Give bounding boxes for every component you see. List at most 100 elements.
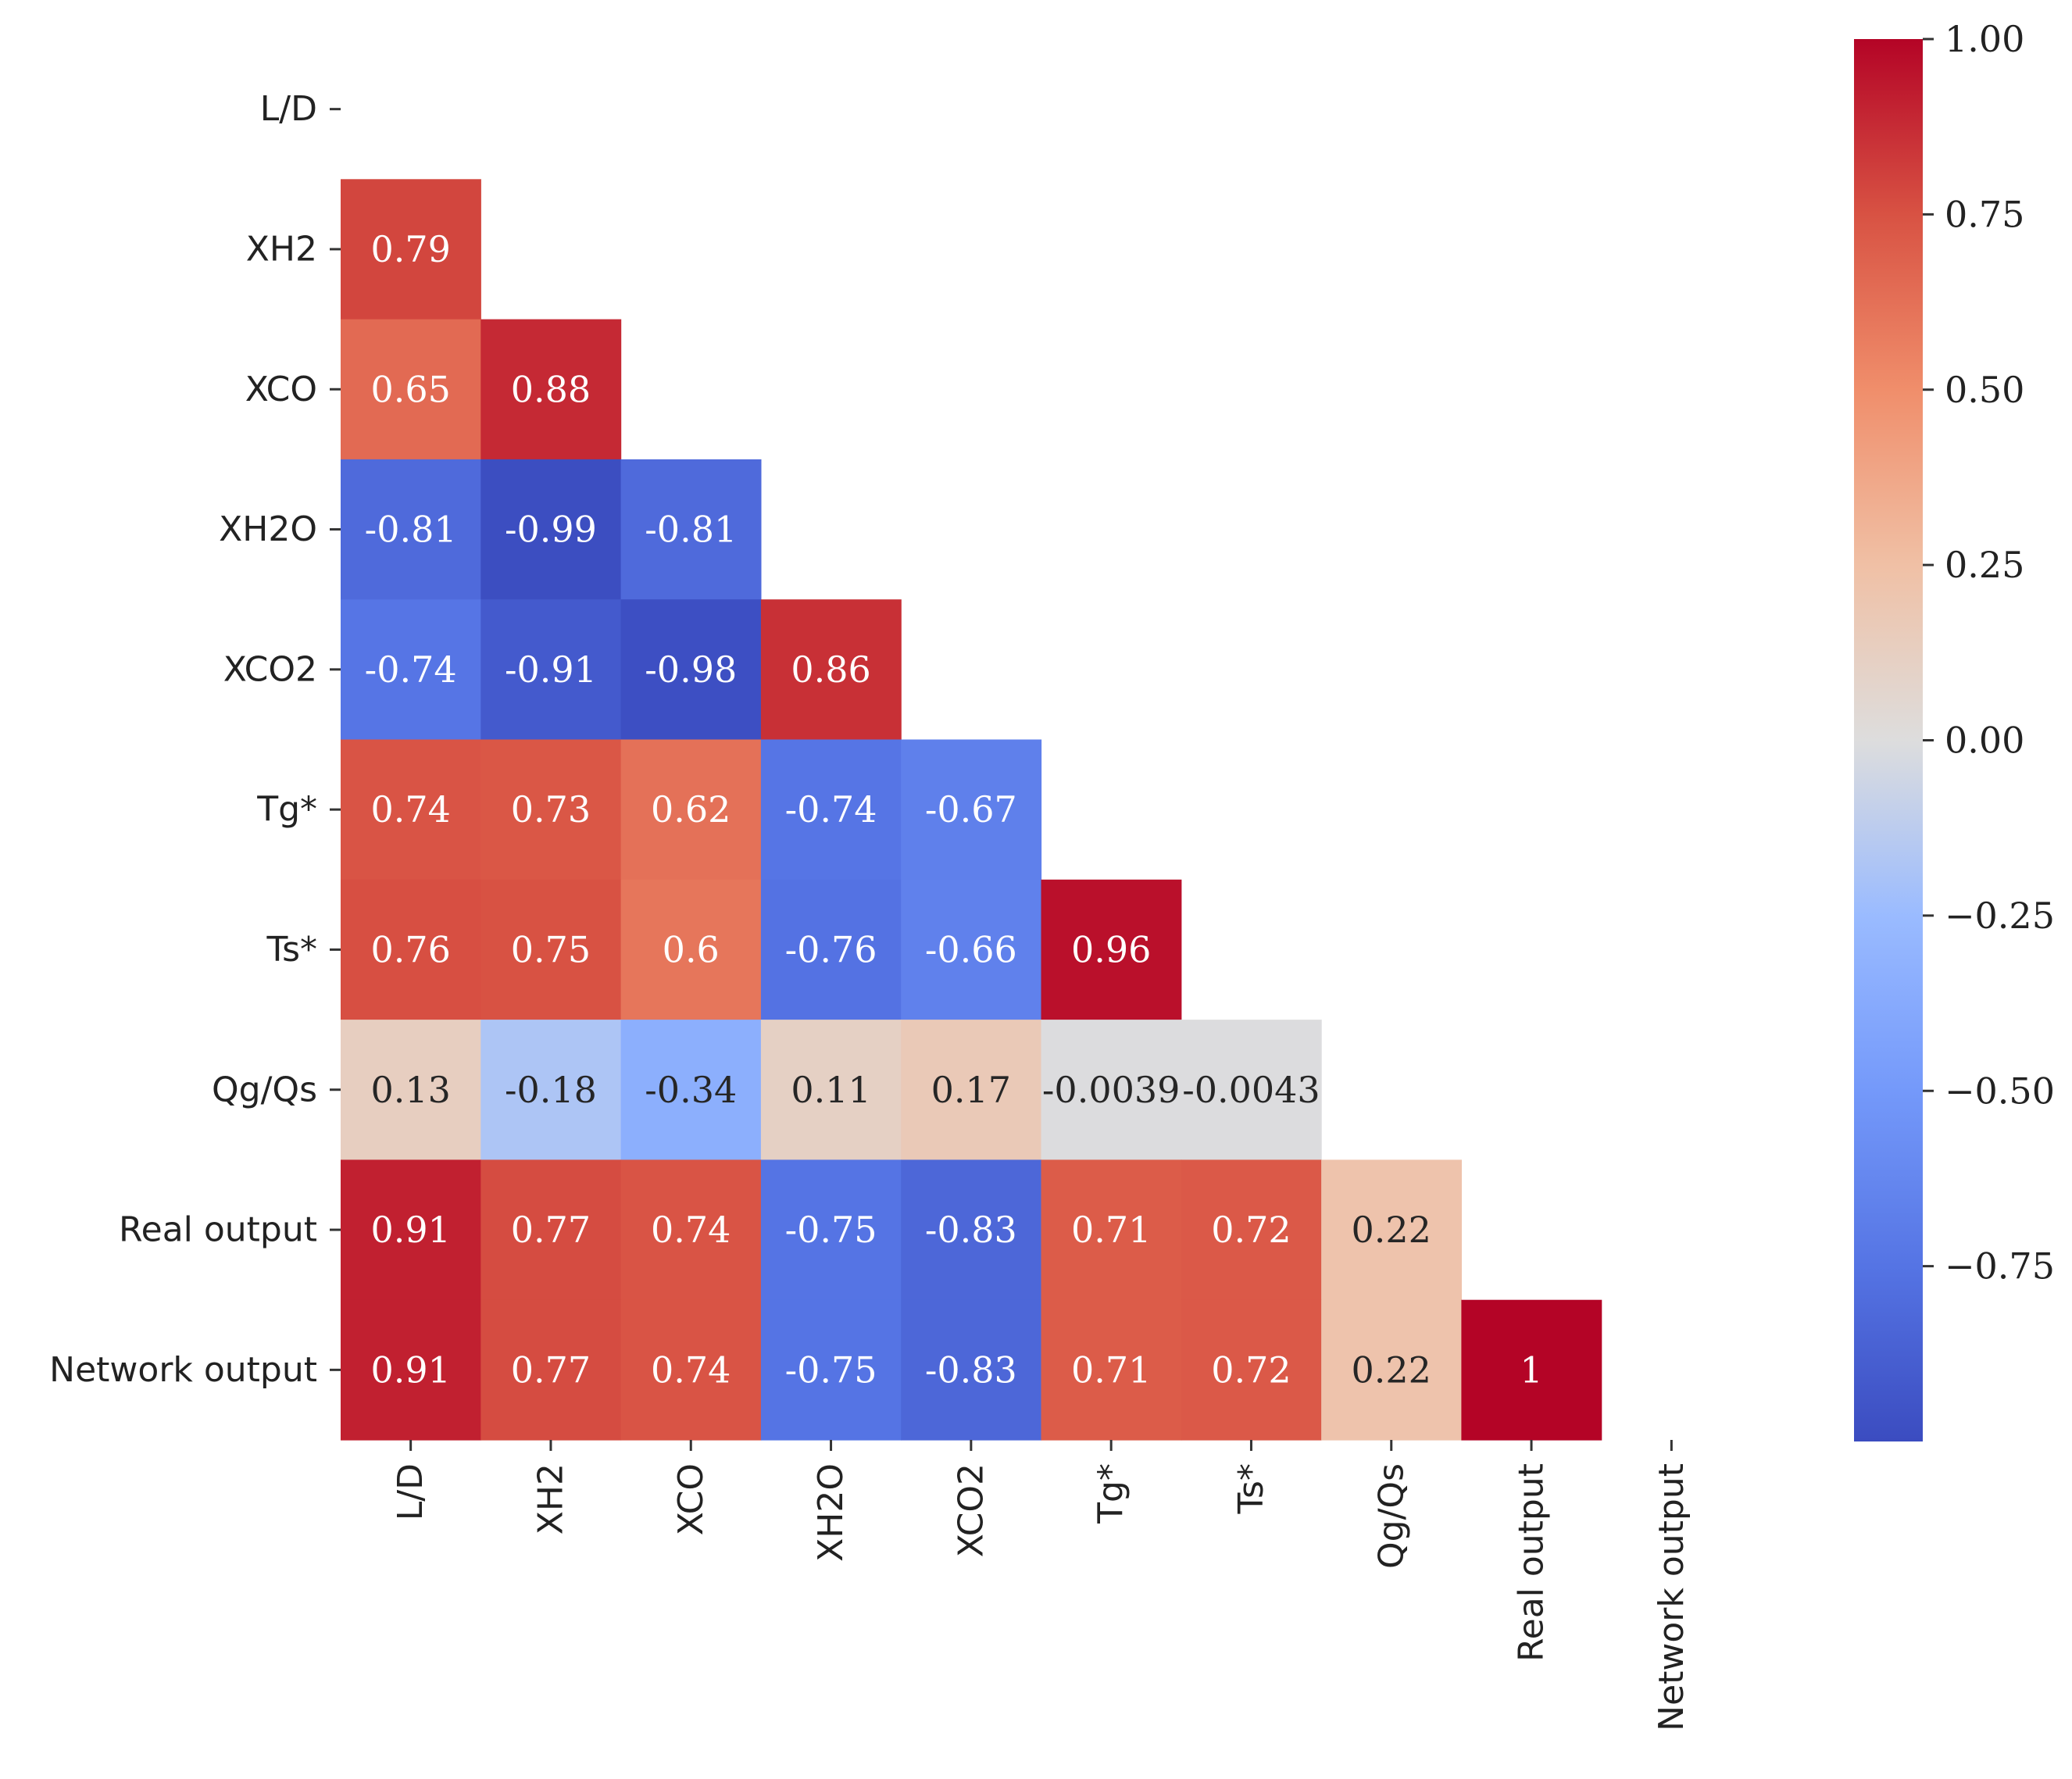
heatmap-cell	[760, 879, 902, 1020]
x-tick-label-xh2: XH2	[531, 1463, 570, 1534]
cell-value-label: -0.99	[505, 509, 597, 551]
cell-value-label: 0.62	[651, 788, 731, 831]
heatmap-cell	[1041, 1299, 1182, 1441]
cell-value-label: 0.88	[511, 368, 591, 410]
cell-value-label: 0.79	[370, 228, 450, 270]
y-tick-label-tg: Tg*	[256, 790, 317, 830]
heatmap-cell	[341, 599, 481, 741]
heatmap-cells	[341, 179, 1602, 1441]
heatmap-cell	[901, 879, 1042, 1020]
y-tick-label-ts: Ts*	[266, 930, 317, 970]
y-tick-label-real-output: Real output	[119, 1210, 317, 1250]
cell-value-label: -0.74	[365, 648, 457, 691]
x-tick-label-tg: Tg*	[1091, 1463, 1131, 1524]
heatmap-cell	[341, 179, 481, 320]
heatmap-cell	[760, 1020, 902, 1160]
cell-value-label: 0.73	[511, 788, 591, 831]
cell-value-label: 0.6	[663, 928, 720, 970]
x-tick-label-ts: Ts*	[1231, 1463, 1271, 1515]
heatmap-cell	[341, 1020, 481, 1160]
cell-value-label: 0.86	[791, 648, 870, 691]
y-tick-label-qg-qs: Qg/Qs	[212, 1070, 317, 1109]
heatmap-cell	[341, 1159, 481, 1301]
cell-value-label: -0.66	[925, 928, 1017, 970]
cell-value-label: -0.67	[925, 788, 1017, 831]
cell-value-label: 0.65	[370, 368, 450, 410]
cell-value-label: -0.75	[785, 1349, 877, 1391]
heatmap-cell	[341, 1299, 481, 1441]
cell-value-label: -0.91	[505, 648, 597, 691]
heatmap-cell	[760, 739, 902, 881]
heatmap-cell	[1041, 1020, 1182, 1160]
heatmap-cell	[480, 459, 622, 600]
cell-value-label: 0.72	[1211, 1349, 1291, 1391]
x-axis: L/D XH2 XCO XH2O XCO2 Tg* Ts* Qg/Qs Real output N…	[391, 1440, 1692, 1731]
x-tick-label-xco: XCO	[671, 1463, 711, 1535]
y-tick-label-xco: XCO	[245, 370, 317, 409]
cell-value-label: 0.17	[931, 1069, 1011, 1111]
heatmap-cell	[1181, 1020, 1322, 1160]
heatmap-cell	[480, 599, 622, 741]
heatmap-cell-values: 0.79 0.65 0.88 -0.81 -0.99 -0.81 -0.74 -0.91 -0.…	[365, 228, 1543, 1391]
cell-value-label: 0.71	[1071, 1349, 1151, 1391]
cell-value-label: -0.83	[925, 1209, 1017, 1251]
cell-value-label: -0.18	[505, 1069, 597, 1111]
cell-value-label: 0.77	[511, 1349, 591, 1391]
x-tick-label-network-output: Network output	[1652, 1463, 1692, 1731]
y-tick-label-xh2: XH2	[246, 229, 317, 269]
heatmap-cell	[480, 319, 622, 460]
cell-value-label: 0.96	[1071, 928, 1151, 970]
cell-value-label: -0.98	[645, 648, 737, 691]
heatmap-cell	[1041, 879, 1182, 1020]
heatmap-cell	[620, 1299, 762, 1441]
y-tick-label-xh2o: XH2O	[219, 509, 317, 549]
cell-value-label: 0.74	[651, 1349, 731, 1391]
cell-value-label: 0.11	[791, 1069, 870, 1111]
cell-value-label: 0.74	[651, 1209, 731, 1251]
heatmap-cell	[480, 739, 622, 881]
heatmap-cell	[760, 599, 902, 741]
cell-value-label: -0.83	[925, 1349, 1017, 1391]
heatmap-cell	[480, 1299, 622, 1441]
heatmap-cell	[341, 879, 481, 1020]
heatmap-cell	[341, 459, 481, 600]
heatmap-cell	[341, 739, 481, 881]
heatmap-cell	[1181, 1159, 1322, 1301]
cell-value-label: 0.13	[370, 1069, 450, 1111]
colorbar: 1.00 0.75 0.50 0.25 0.00 −0.25 −0.50 −0.75	[1854, 18, 2055, 1441]
x-tick-label-l-d: L/D	[391, 1463, 430, 1520]
heatmap-cell	[1041, 1159, 1182, 1301]
cell-value-label: 0.91	[370, 1349, 450, 1391]
colorbar-tick-label: −0.50	[1945, 1070, 2055, 1112]
colorbar-tick-label: 0.50	[1945, 369, 2024, 411]
colorbar-tick-label: −0.25	[1945, 895, 2055, 937]
heatmap-cell	[1321, 1159, 1462, 1301]
colorbar-tick-label: −0.75	[1945, 1245, 2055, 1288]
heatmap-cell	[480, 1159, 622, 1301]
cell-value-label: 0.74	[370, 788, 450, 831]
cell-value-label: 0.72	[1211, 1209, 1291, 1251]
heatmap-cell	[620, 1020, 762, 1160]
heatmap-cell	[1321, 1299, 1462, 1441]
heatmap-cell	[620, 599, 762, 741]
heatmap-cell	[760, 1299, 902, 1441]
cell-value-label: -0.0043	[1182, 1069, 1320, 1111]
cell-value-label: 0.22	[1352, 1349, 1431, 1391]
colorbar-tick-label: 1.00	[1945, 18, 2024, 60]
cell-value-label: -0.76	[785, 928, 877, 970]
heatmap-cell	[1461, 1299, 1602, 1441]
x-tick-label-real-output: Real output	[1512, 1463, 1552, 1662]
heatmap-cell	[760, 1159, 902, 1301]
cell-value-label: -0.34	[645, 1069, 737, 1111]
cell-value-label: -0.0039	[1042, 1069, 1181, 1111]
heatmap-cell	[620, 1159, 762, 1301]
cell-value-label: 0.71	[1071, 1209, 1151, 1251]
heatmap-cell	[620, 739, 762, 881]
x-tick-label-qg-qs: Qg/Qs	[1371, 1463, 1411, 1569]
heatmap-cell	[901, 1159, 1042, 1301]
y-tick-label-network-output: Network output	[49, 1350, 317, 1390]
cell-value-label: -0.81	[365, 509, 457, 551]
heatmap-cell	[901, 1020, 1042, 1160]
colorbar-tick-label: 0.25	[1945, 544, 2024, 586]
